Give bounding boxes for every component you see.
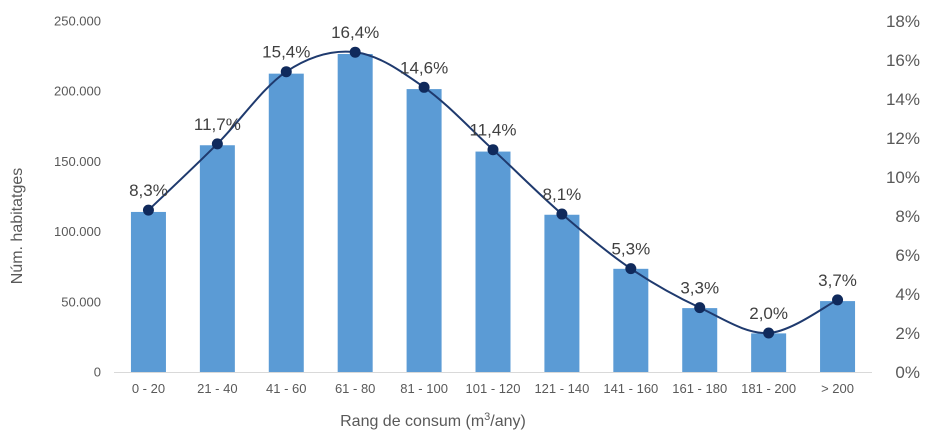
y2-tick-9: 18%: [886, 12, 920, 31]
y2-tick-3: 6%: [895, 246, 920, 265]
line-point-2: [280, 66, 292, 78]
data-label-0: 8,3%: [129, 181, 168, 200]
bar-7: [613, 268, 649, 372]
x-tick-3: 61 - 80: [335, 381, 375, 396]
x-tick-9: 181 - 200: [741, 381, 796, 396]
y2-tick-7: 14%: [886, 90, 920, 109]
bar-8: [682, 308, 718, 372]
x-axis-label-end: /any): [490, 413, 526, 430]
x-tick-0: 0 - 20: [132, 381, 165, 396]
y2-tick-8: 16%: [886, 51, 920, 70]
line-point-4: [418, 81, 430, 93]
bars-layer: [130, 53, 856, 373]
data-label-8: 3,3%: [680, 279, 719, 298]
y-tick-4: 200.000: [54, 84, 101, 99]
y2-tick-4: 8%: [895, 207, 920, 226]
line-point-6: [556, 208, 568, 220]
bar-4: [406, 89, 442, 372]
bar-0: [130, 211, 166, 372]
y-tick-2: 100.000: [54, 224, 101, 239]
line-point-7: [625, 263, 637, 275]
y-axis-right: 0% 2% 4% 6% 8% 10% 12% 14% 16% 18%: [886, 12, 920, 382]
x-tick-5: 101 - 120: [466, 381, 521, 396]
points-layer: [142, 46, 844, 339]
data-label-6: 8,1%: [543, 185, 582, 204]
y2-tick-6: 12%: [886, 129, 920, 148]
data-label-4: 14,6%: [400, 58, 448, 77]
x-axis-label: Rang de consum (m3/any): [340, 411, 526, 430]
y-axis-left: 0 50.000 100.000 150.000 200.000 250.000: [54, 14, 101, 380]
bar-6: [544, 214, 580, 372]
x-tick-10: > 200: [821, 381, 854, 396]
x-tick-7: 141 - 160: [603, 381, 658, 396]
y2-tick-1: 2%: [895, 324, 920, 343]
y2-tick-5: 10%: [886, 168, 920, 187]
y-tick-0: 0: [94, 365, 101, 380]
line-point-3: [349, 46, 361, 58]
line-point-5: [487, 144, 499, 156]
bar-1: [199, 145, 235, 372]
line-point-0: [142, 204, 154, 216]
x-axis-label-main: Rang de consum (m: [340, 413, 484, 430]
y2-tick-2: 4%: [895, 285, 920, 304]
line-point-1: [211, 138, 223, 150]
data-label-10: 3,7%: [818, 271, 857, 290]
x-tick-8: 161 - 180: [672, 381, 727, 396]
line-point-9: [763, 327, 775, 339]
x-tick-6: 121 - 140: [534, 381, 589, 396]
data-label-7: 5,3%: [611, 240, 650, 259]
data-label-2: 15,4%: [262, 43, 310, 62]
x-tick-2: 41 - 60: [266, 381, 306, 396]
y-tick-5: 250.000: [54, 14, 101, 29]
x-tick-4: 81 - 100: [400, 381, 448, 396]
x-tick-1: 21 - 40: [197, 381, 237, 396]
y-axis-label: Núm. habitatges: [9, 168, 26, 285]
data-label-5: 11,4%: [470, 121, 517, 140]
y2-tick-0: 0%: [895, 363, 920, 382]
bar-10: [820, 301, 856, 372]
line-point-10: [832, 294, 844, 306]
line-point-8: [694, 302, 706, 314]
x-axis: 0 - 20 21 - 40 41 - 60 61 - 80 81 - 100 101 -…: [114, 372, 872, 396]
bar-5: [475, 151, 511, 372]
y-tick-3: 150.000: [54, 154, 101, 169]
bar-9: [751, 333, 787, 372]
bar-3: [337, 53, 373, 373]
data-label-1: 11,7%: [194, 115, 241, 134]
data-labels-layer: 8,3% 11,7% 15,4% 16,4% 14,6% 11,4% 8,1% 5,3% 3,3…: [129, 23, 857, 323]
x-axis-label-superscript: 3: [484, 411, 490, 423]
y-tick-1: 50.000: [61, 294, 101, 309]
bar-2: [268, 73, 304, 373]
data-label-3: 16,4%: [331, 23, 379, 42]
data-label-9: 2,0%: [749, 304, 788, 323]
